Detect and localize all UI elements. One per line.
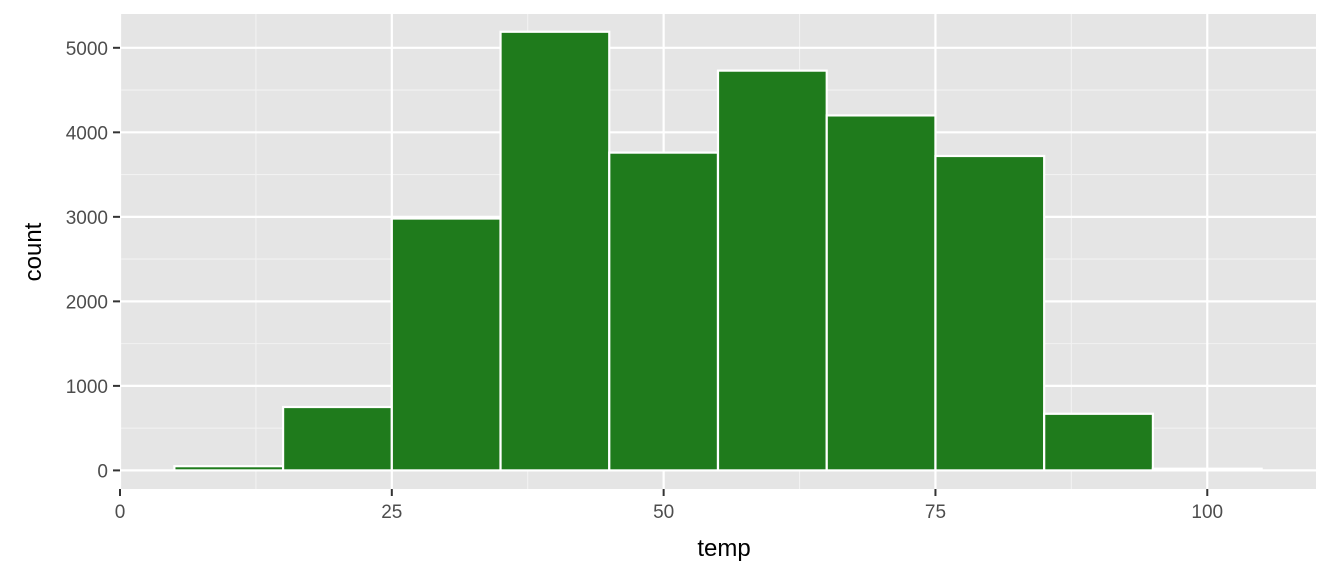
- x-tick-label: 50: [653, 502, 674, 523]
- y-axis-ticks: 0 1000 2000 3000 4000 5000: [66, 39, 120, 482]
- histogram-bar: [390, 217, 502, 472]
- histogram-bar: [281, 405, 393, 472]
- y-tick-label: 2000: [66, 292, 108, 313]
- x-tick-label: 25: [381, 502, 402, 523]
- y-tick-label: 5000: [66, 39, 108, 60]
- x-tick-label: 100: [1191, 502, 1223, 523]
- x-tick-label: 0: [115, 502, 126, 523]
- y-tick-label: 1000: [66, 377, 108, 398]
- histogram-bar: [934, 154, 1046, 472]
- histogram-bar: [716, 69, 828, 472]
- histogram-bar: [499, 30, 611, 472]
- y-axis-title: count: [20, 222, 47, 281]
- histogram-bar: [608, 151, 720, 472]
- x-axis-title: temp: [697, 535, 750, 562]
- histogram-bar: [825, 114, 937, 472]
- y-tick-label: 3000: [66, 208, 108, 229]
- y-tick-label: 4000: [66, 123, 108, 144]
- y-tick-label: 0: [97, 461, 108, 482]
- bars: [173, 30, 1263, 472]
- histogram-bar: [1151, 467, 1263, 472]
- histogram-bar: [173, 465, 285, 472]
- histogram-bar: [1043, 412, 1155, 472]
- x-tick-label: 75: [925, 502, 946, 523]
- x-axis-ticks: 0 25 50 75 100: [115, 489, 1223, 523]
